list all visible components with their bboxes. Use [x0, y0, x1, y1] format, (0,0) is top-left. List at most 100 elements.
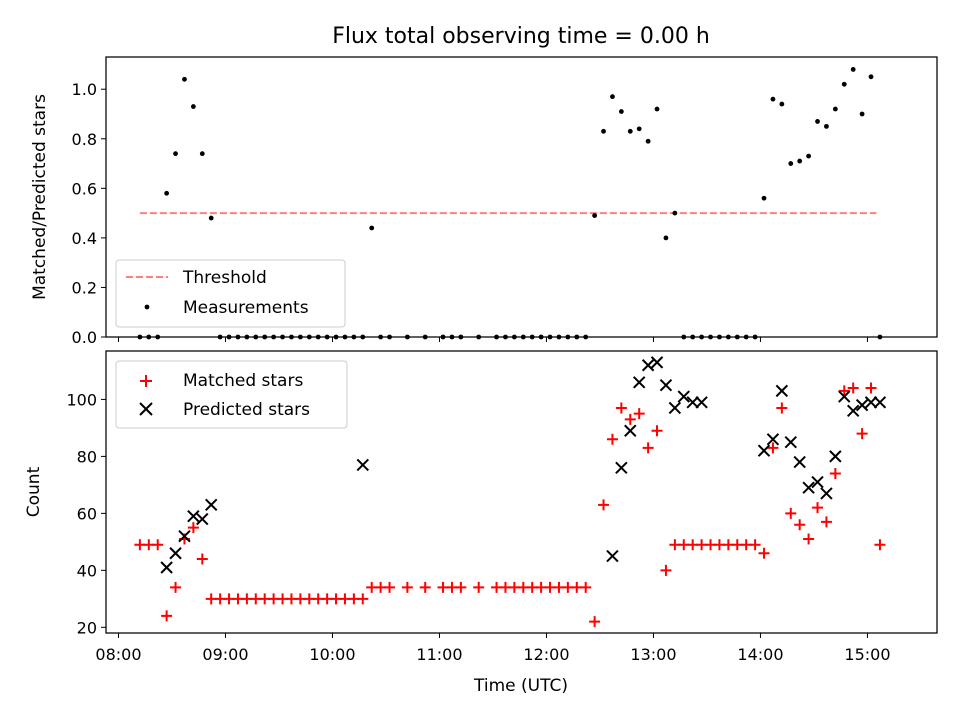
predicted-star-point — [650, 356, 664, 369]
matched-star-point — [803, 533, 815, 545]
measurement-point — [173, 151, 178, 157]
bottom-y-tick-label: 60 — [77, 504, 97, 523]
measurement-point — [645, 138, 651, 144]
predicted-star-point — [668, 401, 682, 415]
top-y-tick-label: 0.6 — [72, 179, 97, 198]
legend-predicted-label: Predicted stars — [183, 400, 310, 420]
matched-star-point — [633, 408, 645, 420]
matched-star-point — [357, 593, 369, 605]
measurement-point — [859, 111, 865, 117]
measurement-point — [806, 153, 812, 159]
matched-star-point — [660, 564, 672, 576]
predicted-star-point — [632, 376, 646, 389]
x-tick-label: 10:00 — [309, 645, 355, 664]
matched-star-point — [642, 442, 654, 454]
predicted-star-point — [757, 444, 771, 457]
predicted-star-point — [615, 461, 628, 474]
matched-star-point — [196, 553, 208, 565]
x-tick-label: 09:00 — [202, 645, 248, 664]
matched-star-point — [749, 539, 761, 551]
measurement-point — [824, 123, 829, 129]
top-legend: Threshold Measurements — [115, 259, 346, 328]
predicted-star-point — [356, 458, 369, 472]
predicted-star-point — [677, 390, 690, 403]
predicted-star-point — [196, 512, 209, 526]
measurement-point — [797, 158, 803, 164]
measurement-point — [868, 74, 874, 80]
matched-star-point — [794, 519, 806, 531]
bottom-legend-box — [115, 360, 348, 429]
matched-star-point — [598, 499, 610, 511]
matched-star-point — [767, 442, 779, 454]
bottom-plot-area — [134, 356, 887, 628]
predicted-star-point — [802, 481, 815, 494]
measurement-point — [601, 128, 606, 134]
matched-star-point — [776, 402, 788, 414]
measurement-point — [369, 225, 375, 231]
measurement-point — [654, 106, 660, 112]
bottom-x-ticks: 08:00 09:00 10:00 11:00 12:00 13:00 14:00 15:00 — [95, 633, 891, 664]
x-tick-label: 15:00 — [844, 645, 890, 664]
measurement-point — [164, 190, 170, 196]
x-tick-label: 08:00 — [95, 645, 141, 664]
measurement-point — [610, 94, 615, 100]
matched-star-point — [161, 610, 173, 622]
predicted-star-point — [775, 384, 789, 398]
measurement-point — [636, 126, 642, 132]
measurement-point — [672, 210, 678, 216]
matched-star-point — [624, 413, 636, 425]
matched-star-point — [419, 581, 431, 593]
top-y-tick-label: 0.0 — [72, 328, 97, 347]
top-y-tick-label: 0.4 — [72, 229, 97, 248]
bottom-y-tick-label: 100 — [66, 390, 97, 409]
measurement-point — [190, 104, 196, 109]
top-y-tick-label: 0.2 — [72, 278, 97, 297]
predicted-star-point — [855, 398, 869, 412]
matched-star-point — [455, 581, 467, 593]
bottom-y-tick-label: 20 — [77, 618, 97, 637]
predicted-star-point — [169, 547, 182, 560]
matched-star-point — [856, 428, 868, 440]
matched-star-point — [847, 382, 859, 394]
matched-star-point — [820, 516, 832, 528]
legend-threshold-label: Threshold — [182, 268, 267, 288]
measurement-point — [627, 128, 633, 134]
predicted-star-point — [178, 529, 191, 543]
predicted-star-point — [820, 487, 833, 500]
predicted-star-point — [160, 561, 173, 574]
matched-star-point — [865, 382, 877, 394]
top-axes-frame — [105, 56, 938, 338]
predicted-star-point — [873, 396, 887, 409]
matched-star-point — [187, 522, 199, 534]
top-legend-box — [115, 259, 346, 328]
predicted-star-point — [205, 498, 218, 512]
x-axis-label: Time (UTC) — [473, 676, 568, 696]
x-tick-label: 11:00 — [416, 645, 462, 664]
measurement-point — [815, 119, 820, 124]
bottom-y-tick-label: 40 — [77, 561, 97, 580]
top-y-axis-label: Matched/Predicted stars — [30, 94, 50, 300]
matched-star-point — [812, 502, 824, 514]
measurement-point — [788, 161, 794, 166]
legend-matched-swatch — [140, 375, 152, 387]
matched-star-point — [170, 581, 182, 593]
matched-star-point — [758, 547, 770, 559]
measurement-point — [663, 235, 669, 241]
bottom-y-tick-label: 80 — [77, 447, 97, 466]
measurement-point — [850, 66, 856, 72]
x-tick-label: 12:00 — [523, 645, 569, 664]
predicted-star-point — [793, 455, 806, 469]
measurement-point — [592, 213, 598, 218]
matched-star-point — [785, 507, 797, 519]
measurement-point — [618, 109, 624, 114]
top-panel: Flux total observing time = 0.00 h 0.00.… — [30, 24, 938, 347]
predicted-star-point — [641, 359, 655, 372]
top-y-tick-label: 1.0 — [72, 80, 97, 99]
predicted-star-point — [864, 396, 878, 409]
bottom-panel: 20 40 60 80 100 08:00 09:00 10:00 11:00 12:00 13:… — [24, 350, 938, 696]
x-tick-label: 13:00 — [630, 645, 676, 664]
matched-star-point — [838, 385, 850, 397]
matched-star-point — [152, 539, 164, 551]
top-x-ticks — [117, 337, 868, 342]
